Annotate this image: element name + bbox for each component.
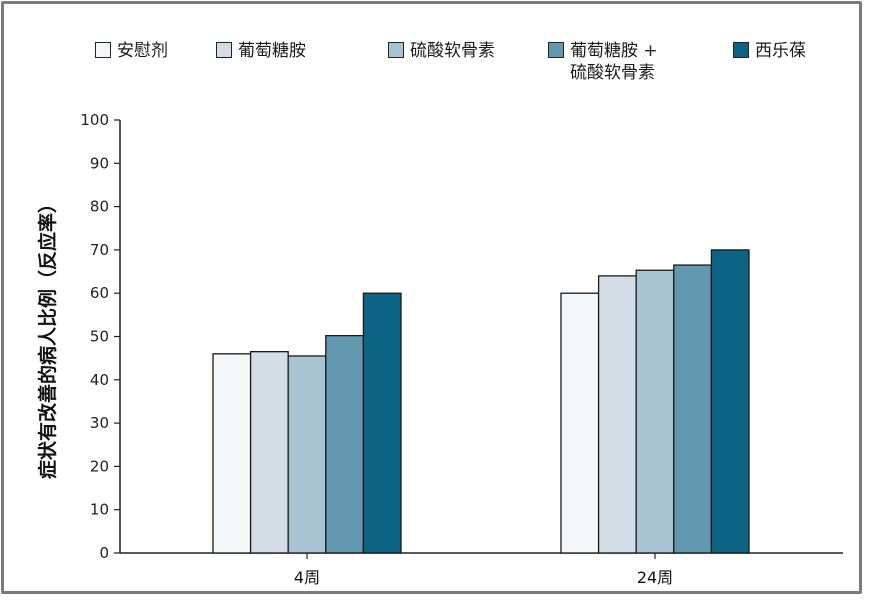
legend: 安慰剂 葡萄糖胺 硫酸软骨素 葡萄糖胺 + 硫酸软骨素 西乐葆 — [0, 0, 871, 100]
legend-swatch-glucosamine — [216, 42, 232, 58]
legend-swatch-placebo — [95, 42, 111, 58]
y-tick-label: 100 — [80, 111, 109, 129]
bar-1-3 — [673, 264, 713, 554]
bar-1-0 — [560, 292, 600, 554]
legend-label-placebo: 安慰剂 — [117, 41, 168, 61]
y-tick-label: 50 — [90, 328, 109, 346]
bar-0-1 — [249, 351, 289, 554]
bars — [212, 249, 750, 554]
y-tick-label: 80 — [90, 198, 109, 216]
x-tick-label: 4周 — [294, 568, 320, 587]
bar-0-2 — [287, 355, 327, 554]
y-axis-label: 症状有改善的病人比例（反应率） — [36, 194, 59, 479]
bar-1-2 — [635, 269, 675, 554]
bar-1-1 — [597, 275, 637, 554]
legend-swatch-celecoxib — [733, 42, 749, 58]
y-tick-label: 90 — [90, 154, 109, 172]
legend-label-combination: 葡萄糖胺 + 硫酸软骨素 — [570, 41, 658, 83]
x-tick-label: 24周 — [637, 568, 673, 587]
y-tick-label: 60 — [90, 284, 109, 302]
legend-item-chondroitin: 硫酸软骨素 — [388, 40, 495, 62]
labels: 0 10 20 30 40 50 60 70 80 90 100 症状有改善的病人比例（反应率） 4周 2… — [36, 111, 673, 587]
y-tick-label: 70 — [90, 241, 109, 259]
bar-0-0 — [212, 353, 252, 554]
y-tick-label: 20 — [90, 457, 109, 475]
bar-1-4 — [710, 249, 750, 554]
legend-item-glucosamine: 葡萄糖胺 — [216, 40, 306, 62]
bar-0-4 — [362, 292, 402, 554]
legend-swatch-chondroitin — [388, 42, 404, 58]
legend-item-placebo: 安慰剂 — [95, 40, 168, 62]
y-tick-label: 40 — [90, 371, 109, 389]
legend-label-glucosamine: 葡萄糖胺 — [238, 41, 306, 61]
legend-item-celecoxib: 西乐葆 — [733, 40, 806, 62]
legend-item-combination: 葡萄糖胺 + 硫酸软骨素 — [548, 40, 658, 84]
y-tick-label: 10 — [90, 501, 109, 519]
legend-label-chondroitin: 硫酸软骨素 — [410, 41, 495, 61]
legend-swatch-combination — [548, 42, 564, 58]
legend-label-celecoxib: 西乐葆 — [755, 41, 806, 61]
bar-0-3 — [325, 334, 365, 554]
y-tick-label: 30 — [90, 414, 109, 432]
y-tick-label: 0 — [99, 544, 109, 562]
